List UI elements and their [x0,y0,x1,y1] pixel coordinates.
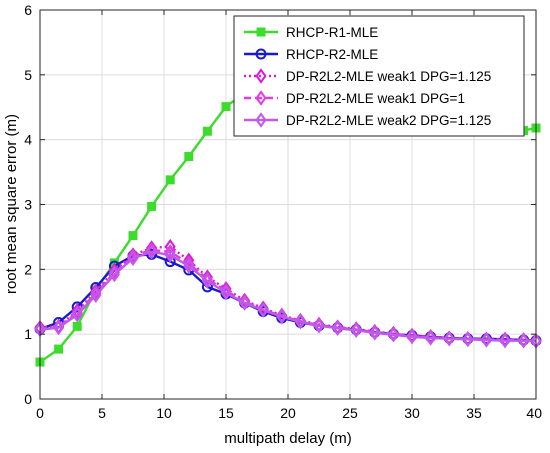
series-5-point [276,308,288,325]
x-tick-label: 10 [156,405,172,421]
series-4-point [220,283,232,299]
series-5-point [443,330,455,347]
legend-marker [255,90,267,106]
series-5 [34,244,542,350]
series-5-point [108,266,120,283]
series-5-point [387,327,399,343]
x-tick-label: 40 [526,405,542,421]
legend-entry-label: RHCP-R1-MLE [286,25,378,40]
series-5-line [39,250,537,343]
legend-entry-label: DP-R2L2-MLE weak1 DPG=1 [286,91,465,106]
series-1-point [147,201,157,211]
series-5-point [425,330,437,346]
tick-labels: 0 5 10 15 20 25 30 35 40 0 1 2 3 4 5 6 [24,2,542,421]
series-5-point [518,332,530,349]
series-4-point [146,242,158,258]
legend-marker [255,112,267,128]
series-1-point [165,175,175,185]
series-5-point [183,258,195,274]
y-axis-label: root mean square error (m) [3,114,20,294]
legend-entry-label: DP-R2L2-MLE weak1 DPG=1.125 [286,69,491,84]
series-5-point [90,287,102,303]
series-5-point [220,284,232,301]
series-5-point [53,319,65,336]
ticks [39,9,537,400]
series-1-point [202,126,212,136]
series-5-point [499,332,511,349]
y-tick-label: 2 [24,261,32,277]
y-tick-label: 1 [24,326,32,342]
series-5-point [480,332,492,348]
series-2-point [108,260,120,272]
series-4-point [183,255,195,272]
y-tick-label: 0 [24,391,32,407]
legend-marker [255,68,267,84]
y-tick-label: 6 [24,2,32,18]
x-tick-label: 25 [342,405,358,421]
series-5-point [294,314,306,330]
x-tick-label: 30 [404,405,420,421]
series-5-point [313,318,325,334]
series-3-point [220,281,232,297]
series-5-point [350,322,362,338]
legend-box [233,15,525,137]
series-5-point [332,320,344,337]
x-axis-label: multipath delay (m) [224,430,352,447]
series-5-point [369,325,381,341]
legend-entry-label: DP-R2L2-MLE weak2 DPG=1.125 [286,113,491,128]
series-5-point [201,273,213,289]
series-5-point [239,295,251,311]
series-4-point [201,271,213,287]
series-5-point [164,247,176,263]
y-tick-label: 4 [24,132,32,148]
series-4-point [164,244,176,260]
x-tick-label: 35 [466,405,482,421]
series-1-point [54,344,64,354]
series-5-point [257,302,269,318]
series-3-point [146,240,158,256]
x-tick-label: 15 [218,405,234,421]
x-tick-label: 20 [280,405,296,421]
x-tick-label: 0 [36,405,44,421]
series-1-point [184,152,194,162]
y-tick-label: 5 [24,67,32,83]
series-5-point [462,331,474,348]
series-5-point [127,250,139,267]
series-4-point [127,248,139,265]
series-1-point [128,231,138,241]
legend-entry-label: RHCP-R2-MLE [286,47,378,62]
series-5-point [406,329,418,345]
y-tick-label: 3 [24,197,32,213]
legend: RHCP-R1-MLE RHCP-R2-MLE DP-R2L2-MLE weak1 … [233,15,525,137]
series-1-point [221,102,231,112]
series-5-point [146,244,158,260]
series-3-point [90,283,102,300]
x-tick-label: 5 [98,405,106,421]
series-5-point [71,307,83,323]
legend-marker [255,48,267,60]
series-1-point [72,321,82,331]
legend-marker [256,27,266,37]
